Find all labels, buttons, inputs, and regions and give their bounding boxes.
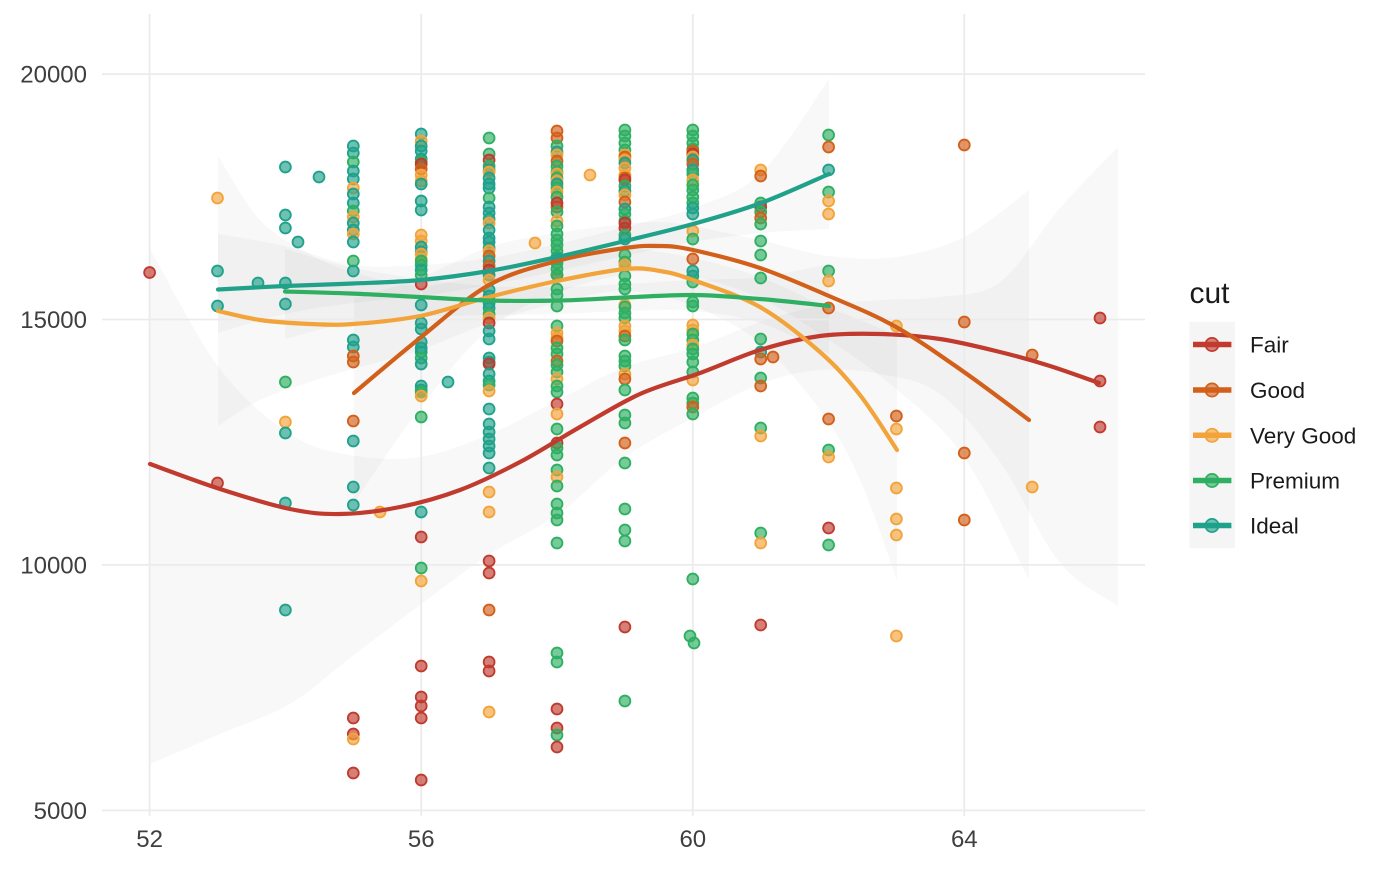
svg-text:Ideal: Ideal bbox=[1250, 514, 1299, 539]
svg-text:Very Good: Very Good bbox=[1250, 423, 1356, 448]
svg-text:20000: 20000 bbox=[20, 62, 87, 89]
svg-text:64: 64 bbox=[951, 826, 978, 853]
svg-text:10000: 10000 bbox=[20, 552, 87, 579]
svg-text:Premium: Premium bbox=[1250, 469, 1340, 494]
svg-text:5000: 5000 bbox=[34, 798, 87, 825]
svg-text:56: 56 bbox=[408, 826, 435, 853]
svg-text:15000: 15000 bbox=[20, 307, 87, 334]
svg-text:cut: cut bbox=[1190, 277, 1231, 310]
svg-text:Good: Good bbox=[1250, 378, 1305, 403]
svg-text:Fair: Fair bbox=[1250, 333, 1289, 358]
svg-text:60: 60 bbox=[679, 826, 706, 853]
svg-text:52: 52 bbox=[136, 826, 163, 853]
